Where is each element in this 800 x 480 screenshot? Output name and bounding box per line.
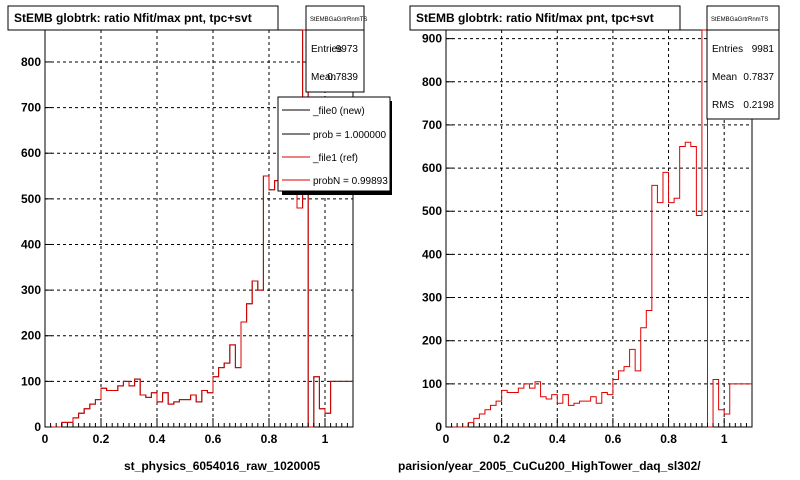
left-stats-entries-label: Entries bbox=[311, 44, 342, 55]
right-stats-header: StEMBGaGrtrRnmTS bbox=[711, 17, 768, 23]
left-ytick-label: 200 bbox=[21, 329, 41, 343]
right-ytick-label: 600 bbox=[422, 161, 442, 175]
right-plot-frame bbox=[445, 29, 753, 428]
right-x-axis-label: parision/year_2005_CuCu200_HighTower_daq… bbox=[398, 459, 701, 473]
right-stats-rms-value: 0.2198 bbox=[743, 100, 774, 111]
left-title-box bbox=[7, 5, 279, 31]
legend-label-file0: _file0 (new) bbox=[312, 106, 365, 117]
left-x-axis: 0 0.2 0.4 0.6 0.8 1 bbox=[42, 418, 354, 446]
left-stats-mean-value: 0.7839 bbox=[327, 72, 358, 83]
left-ytick-label: 300 bbox=[21, 283, 41, 297]
left-xtick-label: 0 bbox=[42, 432, 49, 446]
left-stats-mean-label: Mean bbox=[311, 72, 336, 83]
left-stats-header: StEMBGaGrtrRnmTS bbox=[310, 17, 367, 23]
right-grid bbox=[446, 30, 752, 427]
right-ytick-label: 400 bbox=[422, 247, 442, 261]
left-xtick-label: 0.6 bbox=[205, 432, 222, 446]
right-xtick-label: 0.4 bbox=[549, 432, 566, 446]
right-stats-mean-label: Mean bbox=[712, 72, 737, 83]
left-ytick-label: 100 bbox=[21, 374, 41, 388]
right-xtick-label: 1 bbox=[721, 432, 728, 446]
right-title-box bbox=[409, 5, 681, 31]
right-ytick-label: 300 bbox=[422, 291, 442, 305]
right-histogram bbox=[446, 29, 752, 428]
right-xtick-label: 0.8 bbox=[660, 432, 677, 446]
left-plot-frame bbox=[44, 29, 354, 428]
right-series-0 bbox=[446, 29, 752, 428]
right-ytick-label: 200 bbox=[422, 334, 442, 348]
left-xtick-label: 0.8 bbox=[261, 432, 278, 446]
right-ytick-label: 0 bbox=[435, 420, 442, 434]
right-x-axis: 0 0.2 0.4 0.6 0.8 1 bbox=[443, 418, 753, 446]
right-y-axis: 0 100 200 300 400 500 600 700 800 900 bbox=[422, 32, 453, 434]
right-stats-entries-label: Entries bbox=[712, 44, 743, 55]
left-xtick-label: 1 bbox=[322, 432, 329, 446]
left-ytick-label: 700 bbox=[21, 101, 41, 115]
right-panel: StEMB globtrk: ratio Nfit/max pnt, tpc+s… bbox=[398, 5, 780, 473]
left-xtick-label: 0.4 bbox=[149, 432, 166, 446]
right-ytick-label: 800 bbox=[422, 75, 442, 89]
left-panel: StEMB globtrk: ratio Nfit/max pnt, tpc+s… bbox=[7, 5, 392, 473]
right-title: StEMB globtrk: ratio Nfit/max pnt, tpc+s… bbox=[416, 11, 654, 25]
left-stats-box: StEMBGaGrtrRnmTS Entries 9973 Mean 0.783… bbox=[305, 5, 367, 93]
left-ytick-label: 400 bbox=[21, 237, 41, 251]
right-stats-rms-label: RMS bbox=[712, 100, 735, 111]
right-xtick-label: 0.2 bbox=[493, 432, 510, 446]
left-ytick-label: 600 bbox=[21, 146, 41, 160]
right-stats-box: StEMBGaGrtrRnmTS Entries 9981 Mean 0.783… bbox=[706, 5, 780, 120]
right-stats-entries-value: 9981 bbox=[752, 44, 775, 55]
left-ytick-label: 500 bbox=[21, 192, 41, 206]
left-legend: _file0 (new) prob = 1.000000 _file1 (ref… bbox=[277, 96, 392, 195]
right-ytick-label: 700 bbox=[422, 118, 442, 132]
left-ytick-label: 800 bbox=[21, 55, 41, 69]
left-xtick-label: 0.2 bbox=[93, 432, 110, 446]
legend-label-prob: prob = 1.000000 bbox=[313, 130, 387, 141]
left-grid bbox=[45, 30, 353, 427]
right-ytick-label: 500 bbox=[422, 204, 442, 218]
legend-label-probN: probN = 0.99893 bbox=[313, 176, 388, 187]
right-ytick-label: 100 bbox=[422, 377, 442, 391]
left-x-axis-label: st_physics_6054016_raw_1020005 bbox=[124, 459, 320, 473]
right-stats-mean-value: 0.7837 bbox=[743, 72, 774, 83]
left-y-axis: 0 100 200 300 400 500 600 700 800 bbox=[21, 55, 52, 434]
left-stats-entries-value: 9973 bbox=[336, 44, 359, 55]
legend-label-file1: _file1 (ref) bbox=[312, 153, 358, 164]
right-xtick-label: 0.6 bbox=[605, 432, 622, 446]
right-ytick-label: 900 bbox=[422, 32, 442, 46]
left-ytick-label: 0 bbox=[34, 420, 41, 434]
right-xtick-label: 0 bbox=[443, 432, 450, 446]
left-title: StEMB globtrk: ratio Nfit/max pnt, tpc+s… bbox=[14, 11, 252, 25]
